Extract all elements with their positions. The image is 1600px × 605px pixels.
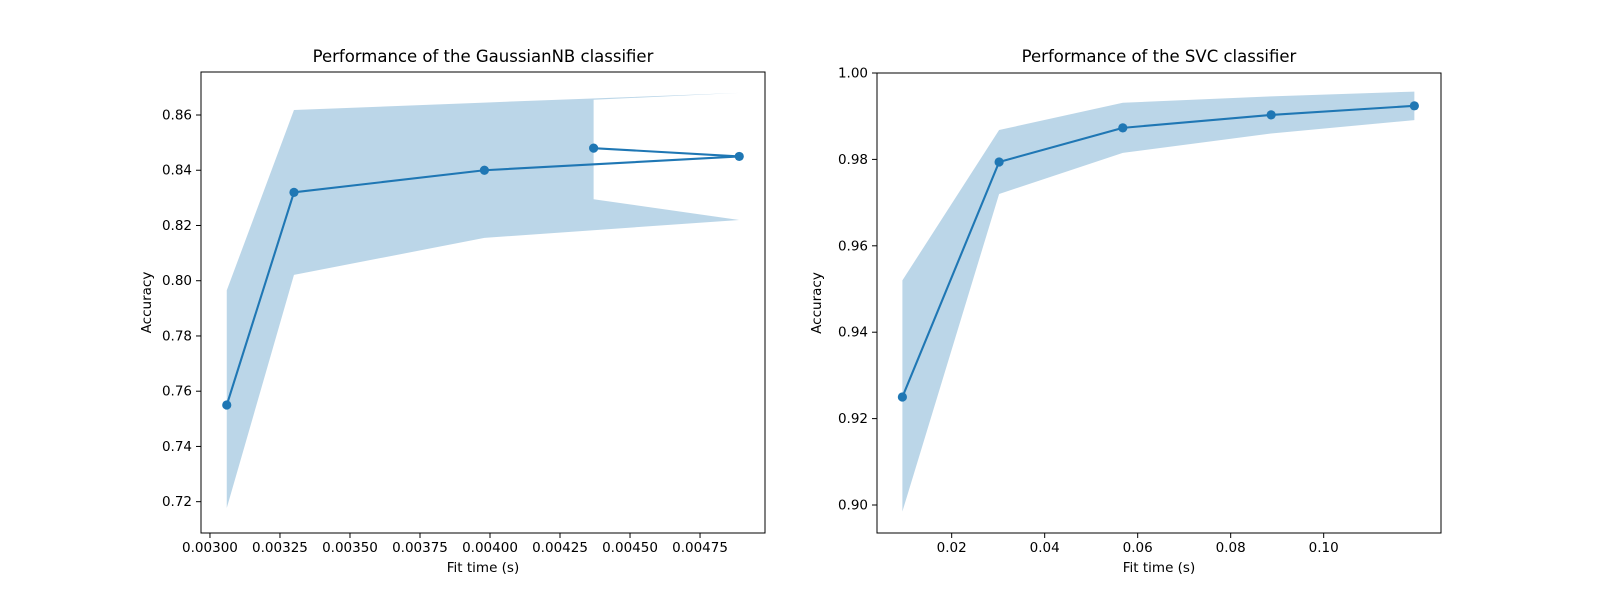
y-tick-label: 0.84 [162, 163, 192, 179]
chart2-yaxis-label: Accuracy [809, 272, 825, 334]
y-tick-label: 0.82 [162, 218, 192, 234]
data-point-marker [479, 165, 489, 175]
axes-2: 0.02 0.04 0.06 0.08 0.10 0.90 0.92 0.94 0.96 0.98… [838, 66, 1442, 556]
x-tick-label: 0.00350 [322, 540, 378, 556]
y-tick-label: 1.00 [838, 66, 868, 82]
data-point-marker [897, 392, 907, 402]
axes-frame [876, 72, 1442, 534]
x-tick-label: 0.00325 [252, 540, 308, 556]
x-tick-label: 0.00375 [392, 540, 448, 556]
data-point-marker [1409, 101, 1419, 111]
y-tick-label: 0.72 [162, 494, 192, 510]
x-tick-label: 0.00475 [672, 540, 728, 556]
confidence-band [226, 92, 740, 509]
x-tick-label: 0.02 [937, 540, 967, 556]
data-point-marker [589, 143, 599, 153]
y-tick-label: 0.74 [162, 439, 192, 455]
chart1-yaxis-label: Accuracy [139, 272, 155, 334]
x-tick-label: 0.00300 [182, 540, 238, 556]
y-tick-label: 0.86 [162, 108, 192, 124]
chart2-xaxis-label: Fit time (s) [1123, 560, 1195, 576]
x-tick-label: 0.00400 [462, 540, 518, 556]
confidence-band [902, 91, 1415, 512]
x-tick-label: 0.00425 [532, 540, 588, 556]
y-tick-label: 0.92 [838, 411, 868, 427]
data-point-marker [1118, 123, 1128, 133]
y-tick-label: 0.76 [162, 384, 192, 400]
y-tick-label: 0.90 [838, 498, 868, 514]
x-tick-label: 0.00450 [602, 540, 658, 556]
x-tick-label: 0.04 [1030, 540, 1060, 556]
data-point-marker [1266, 110, 1276, 120]
x-tick-label: 0.06 [1123, 540, 1153, 556]
axes-1: 0.00300 0.00325 0.00350 0.00375 0.00400 0.004… [162, 71, 766, 556]
data-point-marker [289, 187, 299, 197]
x-tick-label: 0.08 [1216, 540, 1246, 556]
y-tick-label: 0.78 [162, 328, 192, 344]
y-tick-label: 0.96 [838, 238, 868, 254]
y-tick-label: 0.80 [162, 273, 192, 289]
x-tick-label: 0.10 [1309, 540, 1339, 556]
chart1-xaxis-label: Fit time (s) [447, 560, 519, 576]
y-tick-label: 0.94 [838, 325, 868, 341]
data-point-marker [222, 400, 232, 410]
charts-layer: 0.00300 0.00325 0.00350 0.00375 0.00400 0.004… [162, 66, 1442, 556]
axes-frame [200, 71, 766, 534]
y-tick-label: 0.98 [838, 152, 868, 168]
data-point-marker [734, 151, 744, 162]
chart2-title: Performance of the SVC classifier [1022, 47, 1297, 66]
chart1-title: Performance of the GaussianNB classifier [313, 47, 654, 66]
data-point-marker [994, 157, 1004, 167]
